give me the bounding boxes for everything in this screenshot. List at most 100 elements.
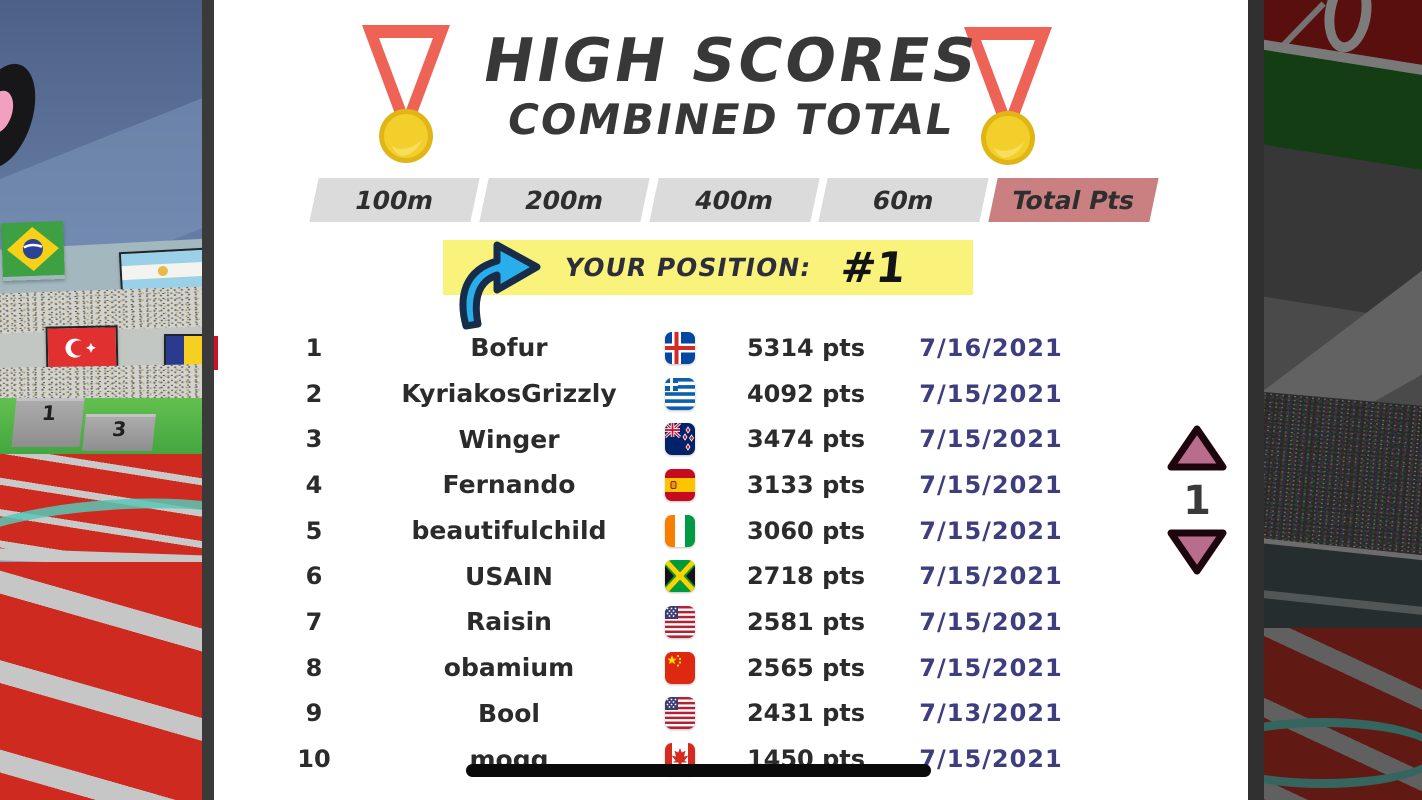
date-cell: 7/16/2021 [919,333,1063,362]
flag-icon-ivory-coast [664,508,696,554]
tab-label: 200m [521,185,607,215]
player-name: Bofur [470,333,548,363]
tab-400m[interactable]: 400m [648,178,820,222]
page-up-button[interactable] [1166,424,1228,472]
title-line-1: HIGH SCORES [477,26,985,96]
track-teal-marking-right [1264,718,1422,788]
stadium-background-left: 1 3 [0,0,202,800]
table-row: 8 obamium 2565 pts 7/15/2021 [214,645,1248,691]
position-arrow-icon [451,234,547,330]
date-cell: 7/15/2021 [919,379,1063,408]
points-cell: 3060 pts [746,516,866,545]
rank-cell: 5 [305,516,323,545]
flag-icon-new-zealand [664,416,696,462]
event-tabs: 100m 200m 400m 60m Total Pts [309,178,1159,222]
points-cell: 5314 pts [746,333,866,362]
tab-label: 60m [870,185,938,215]
tab-60m[interactable]: 60m [818,178,989,222]
page-number: 1 [1183,478,1211,524]
date-cell: 7/15/2021 [919,745,1063,774]
tab-total-pts[interactable]: Total Pts [988,178,1159,222]
date-cell: 7/15/2021 [919,562,1063,591]
player-name: Bool [478,698,540,728]
rank-cell: 3 [305,425,323,454]
flag-icon-usa [664,599,696,645]
medal-icon-left [360,24,452,164]
rank-cell: 1 [305,333,323,362]
medal-icon-right [962,26,1054,166]
table-row: 4 Fernando 3133 pts 7/15/2021 [214,462,1248,508]
date-cell: 7/15/2021 [919,425,1063,454]
tab-label: 400m [691,185,777,215]
player-name: Winger [458,424,560,454]
rank-cell: 2 [305,379,323,408]
flag-icon-china [664,645,696,691]
horizontal-scrollbar[interactable] [466,764,931,777]
rank-cell: 9 [305,699,323,728]
position-value: #1 [838,243,909,292]
turkey-flag-icon [45,325,119,375]
table-row: 7 Raisin 2581 pts 7/15/2021 [214,599,1248,645]
panel-frame-left [202,0,214,800]
points-cell: 2581 pts [746,607,866,636]
tab-label: Total Pts [1009,185,1138,215]
table-row: 6 USAIN 2718 pts 7/15/2021 [214,553,1248,599]
running-track-far [0,454,202,560]
tab-label: 100m [352,185,437,215]
rank-cell: 10 [297,745,331,774]
flag-edge-sliver [214,336,218,370]
flag-icon-jamaica [664,553,696,599]
leaderboard-table: 1 Bofur 5314 pts 7/16/2021 2 KyriakosGrizzly 4… [214,325,1248,782]
points-cell: 2565 pts [746,653,866,682]
player-name: obamium [443,653,575,683]
panel-frame-right [1248,0,1264,800]
podium-block-3: 3 [82,414,156,451]
points-cell: 4092 pts [746,379,866,408]
points-cell: 3133 pts [746,470,866,499]
player-name: beautifulchild [411,516,607,546]
rank-cell: 8 [305,653,323,682]
player-name: KyriakosGrizzly [401,379,617,409]
points-cell: 2718 pts [746,562,866,591]
page-title: HIGH SCORES COMBINED TOTAL [214,26,1248,144]
player-name: Fernando [442,470,576,500]
rank-cell: 7 [305,607,323,636]
tab-200m[interactable]: 200m [479,178,650,222]
brazil-flag-icon [1,220,65,281]
flag-icon-iceland [664,325,696,371]
dim-overlay-group [1264,0,1422,800]
rank-cell: 4 [305,470,323,499]
points-cell: 2431 pts [746,699,866,728]
page-navigation: 1 [1166,424,1228,576]
date-cell: 7/15/2021 [919,516,1063,545]
date-cell: 7/15/2021 [919,470,1063,499]
date-cell: 7/13/2021 [919,699,1063,728]
flag-icon-greece [664,371,696,417]
points-cell: 3474 pts [746,425,866,454]
table-row: 9 Bool 2431 pts 7/13/2021 [214,691,1248,737]
stadium-background-right [1264,0,1422,800]
flag-icon-usa [664,691,696,737]
player-name: Raisin [466,607,552,637]
table-row: 3 Winger 3474 pts 7/15/2021 [214,416,1248,462]
title-line-2: COMBINED TOTAL [503,95,959,144]
up-triangle-icon [1167,425,1227,471]
flag-icon-spain [664,462,696,508]
table-row: 2 KyriakosGrizzly 4092 pts 7/15/2021 [214,371,1248,417]
highscores-panel: HIGH SCORES COMBINED TOTAL 100m 200m 400m 6… [214,0,1248,800]
podium-label-3: 3 [111,417,128,441]
position-banner: YOUR POSITION: #1 [443,240,973,330]
position-label: YOUR POSITION: [562,253,814,282]
argentina-flag-icon [118,247,202,299]
podium-block-1: 1 [11,398,85,447]
table-row: 5 beautifulchild 3060 pts 7/15/2021 [214,508,1248,554]
rank-cell: 6 [305,562,323,591]
podium-label-1: 1 [40,401,58,425]
player-name: USAIN [465,561,553,591]
date-cell: 7/15/2021 [919,653,1063,682]
page-down-button[interactable] [1166,528,1228,576]
tab-100m[interactable]: 100m [309,178,480,222]
table-row: 1 Bofur 5314 pts 7/16/2021 [214,325,1248,371]
down-triangle-icon [1167,529,1227,575]
